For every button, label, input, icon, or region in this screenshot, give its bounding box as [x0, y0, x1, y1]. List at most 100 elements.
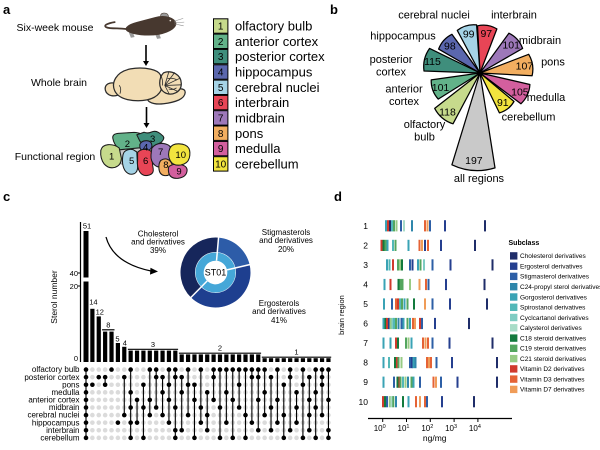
svg-text:and derivatives: and derivatives: [131, 238, 185, 247]
svg-text:c: c: [3, 189, 10, 204]
svg-text:anterior cortex: anterior cortex: [235, 34, 319, 49]
svg-text:40: 40: [70, 269, 78, 278]
svg-text:Sterol number: Sterol number: [49, 270, 59, 324]
svg-text:brain region: brain region: [337, 295, 346, 335]
svg-text:9: 9: [363, 377, 368, 387]
svg-text:Ergosterol derivatives: Ergosterol derivatives: [520, 263, 583, 270]
svg-text:4: 4: [143, 143, 148, 154]
svg-text:and derivatives: and derivatives: [259, 236, 313, 245]
svg-text:100: 100: [374, 424, 386, 433]
svg-text:5: 5: [115, 335, 119, 344]
svg-text:8: 8: [218, 129, 224, 140]
svg-text:101: 101: [502, 40, 520, 52]
svg-text:12: 12: [96, 307, 104, 316]
svg-text:91: 91: [497, 97, 509, 109]
svg-text:ng/mg: ng/mg: [423, 433, 447, 443]
svg-text:99: 99: [463, 28, 475, 40]
svg-text:3: 3: [218, 52, 224, 63]
svg-text:anterior: anterior: [385, 84, 423, 96]
svg-text:olfactory bulb: olfactory bulb: [32, 365, 80, 374]
svg-text:5: 5: [129, 156, 134, 167]
svg-text:7: 7: [158, 147, 163, 158]
svg-text:1: 1: [363, 221, 368, 231]
svg-text:cerebral nuclei: cerebral nuclei: [235, 80, 320, 95]
svg-text:Functional region: Functional region: [15, 151, 96, 163]
svg-text:5: 5: [363, 299, 368, 309]
svg-text:C18 steroid derivatives: C18 steroid derivatives: [520, 335, 587, 342]
svg-text:midbrain: midbrain: [519, 35, 561, 47]
svg-text:Ergosterols: Ergosterols: [259, 299, 299, 308]
svg-text:ST01: ST01: [205, 268, 227, 278]
svg-text:pons: pons: [62, 380, 79, 389]
svg-text:101: 101: [398, 424, 410, 433]
svg-text:102: 102: [421, 424, 433, 433]
svg-text:2: 2: [363, 240, 368, 250]
svg-text:98: 98: [444, 41, 456, 53]
svg-text:14: 14: [89, 298, 97, 307]
svg-text:medulla: medulla: [527, 92, 566, 104]
svg-text:Stigmasterols: Stigmasterols: [262, 228, 310, 237]
svg-text:0: 0: [74, 354, 78, 363]
svg-text:Vitamin D7 derivatives: Vitamin D7 derivatives: [520, 387, 585, 394]
svg-text:9: 9: [176, 167, 181, 178]
svg-text:olfactory: olfactory: [404, 119, 446, 131]
svg-text:Spirostanol derivatives: Spirostanol derivatives: [520, 305, 586, 312]
svg-text:2: 2: [218, 344, 222, 353]
svg-text:197: 197: [465, 155, 483, 167]
svg-text:1: 1: [218, 22, 224, 33]
svg-text:5: 5: [218, 83, 224, 94]
svg-text:9: 9: [218, 144, 224, 155]
svg-text:interbrain: interbrain: [46, 426, 79, 435]
svg-text:Vitamin D2 derivatives: Vitamin D2 derivatives: [520, 366, 585, 373]
svg-text:medulla: medulla: [235, 141, 281, 156]
svg-text:Cholesterol: Cholesterol: [138, 229, 179, 238]
svg-text:Six-week mouse: Six-week mouse: [16, 22, 93, 34]
svg-text:7: 7: [363, 338, 368, 348]
svg-text:all regions: all regions: [454, 173, 505, 185]
svg-text:8: 8: [363, 358, 368, 368]
svg-text:8: 8: [163, 160, 168, 171]
svg-text:C21 steroid derivatives: C21 steroid derivatives: [520, 356, 587, 363]
svg-text:39%: 39%: [150, 246, 166, 255]
svg-text:118: 118: [439, 106, 456, 118]
svg-text:posterior cortex: posterior cortex: [235, 49, 325, 64]
svg-text:2: 2: [125, 139, 130, 150]
svg-text:Stigmasterol derivatives: Stigmasterol derivatives: [520, 274, 590, 281]
svg-text:10: 10: [175, 150, 186, 161]
svg-text:Cyclcartanol derivatives: Cyclcartanol derivatives: [520, 315, 589, 322]
svg-text:C24-propyl sterol derivatives: C24-propyl sterol derivatives: [520, 284, 600, 291]
svg-text:3: 3: [363, 260, 368, 270]
svg-text:and derivatives: and derivatives: [252, 307, 306, 316]
svg-text:107: 107: [516, 61, 534, 73]
svg-text:3: 3: [151, 340, 155, 349]
svg-text:103: 103: [445, 424, 457, 433]
svg-text:4: 4: [218, 68, 224, 79]
svg-text:6: 6: [143, 156, 148, 167]
svg-text:bulb: bulb: [414, 132, 435, 144]
svg-text:Gorgosterol derivatives: Gorgosterol derivatives: [520, 294, 588, 301]
svg-text:cerebellum: cerebellum: [502, 112, 556, 124]
svg-text:medulla: medulla: [51, 388, 80, 397]
svg-text:Vitamin D3 derivatives: Vitamin D3 derivatives: [520, 376, 585, 383]
svg-text:C19 steroid derivatives: C19 steroid derivatives: [520, 346, 587, 353]
svg-text:pons: pons: [541, 57, 565, 69]
svg-text:97: 97: [480, 28, 492, 40]
svg-text:interbrain: interbrain: [491, 10, 537, 22]
svg-text:20: 20: [70, 282, 78, 291]
svg-text:posterior: posterior: [370, 54, 413, 66]
svg-text:hippocampus: hippocampus: [235, 65, 313, 80]
svg-text:Subclass: Subclass: [509, 240, 540, 247]
svg-text:Calysterol derivatives: Calysterol derivatives: [520, 325, 583, 332]
svg-text:115: 115: [424, 56, 441, 68]
svg-text:olfactory bulb: olfactory bulb: [235, 19, 312, 34]
svg-text:1: 1: [109, 152, 114, 163]
svg-text:6: 6: [218, 98, 224, 109]
svg-text:cerebral nuclei: cerebral nuclei: [398, 10, 470, 22]
svg-text:a: a: [3, 2, 11, 17]
svg-text:10: 10: [359, 397, 369, 407]
svg-text:posterior cortex: posterior cortex: [24, 373, 79, 382]
svg-text:midbrain: midbrain: [49, 403, 80, 412]
svg-text:4: 4: [123, 338, 127, 347]
svg-text:1: 1: [294, 348, 298, 357]
svg-text:b: b: [330, 2, 338, 17]
